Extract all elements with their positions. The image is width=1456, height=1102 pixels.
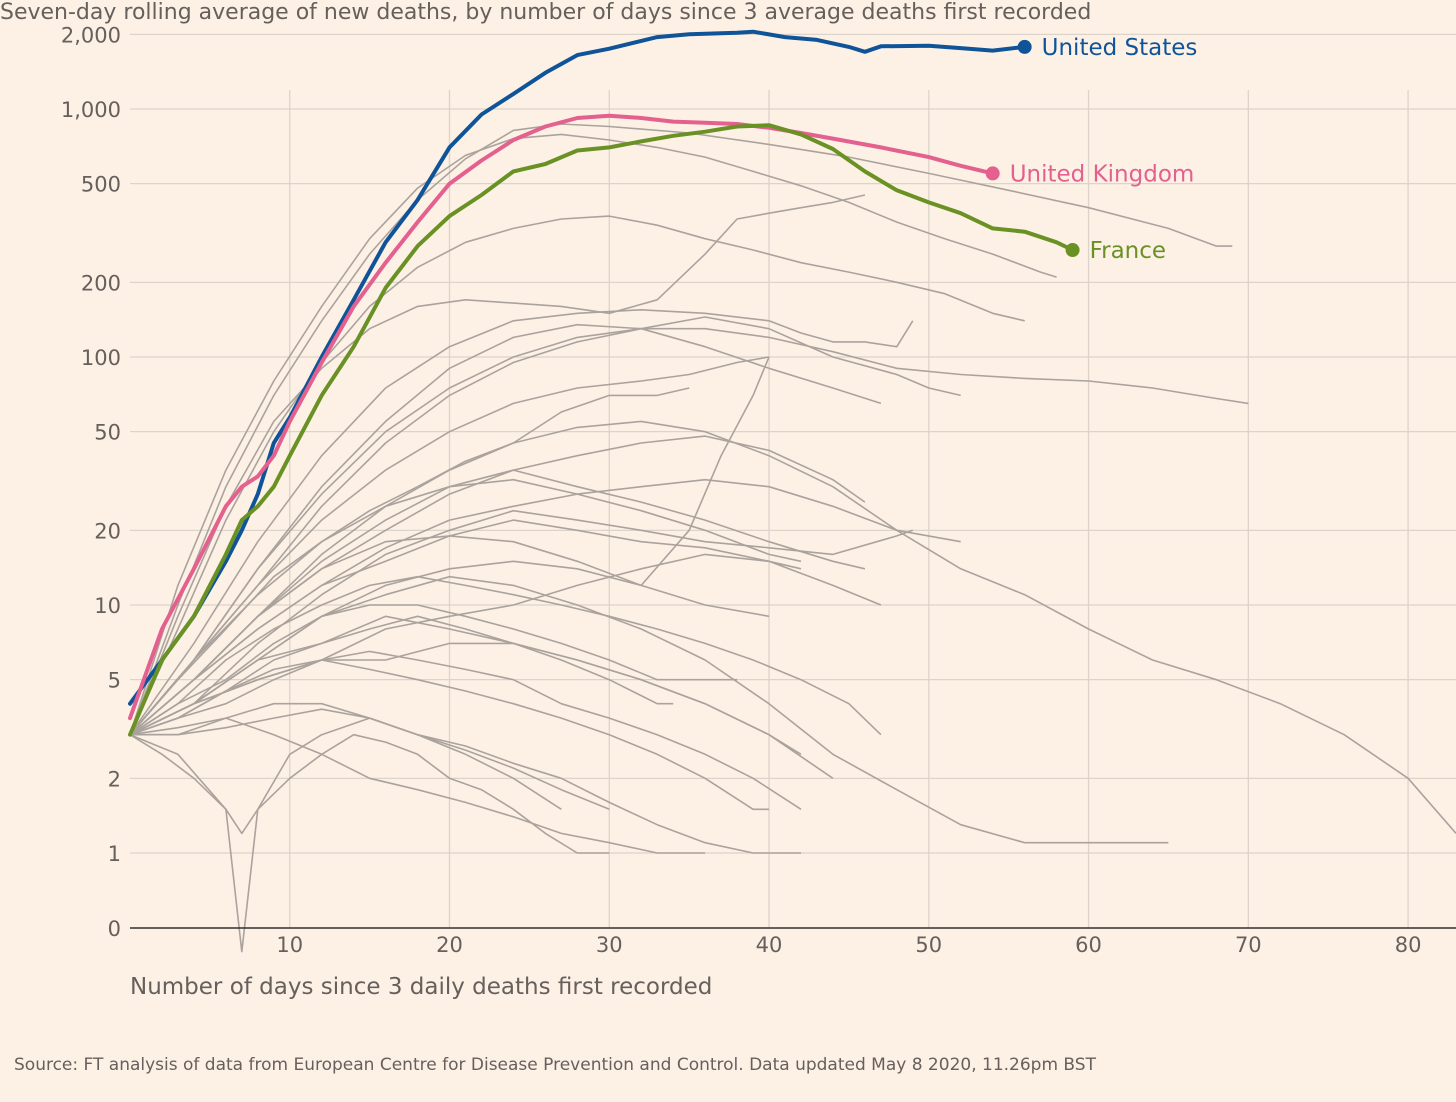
y-tick-label: 5	[108, 669, 121, 693]
x-tick-label: 30	[596, 933, 623, 957]
background-series-line	[129, 659, 769, 811]
line-chart: United States United Kingdom France Number…	[61, 23, 1456, 1000]
y-tick-label: 2,000	[61, 23, 121, 47]
y-tick-label: 500	[81, 173, 121, 197]
background-series-line	[129, 575, 882, 736]
series-end-marker-united-kingdom	[985, 166, 1000, 181]
background-series-line	[130, 708, 801, 854]
background-series-line	[129, 509, 914, 736]
background-series-line	[129, 215, 1025, 736]
y-tick-label: 20	[94, 519, 121, 543]
background-series-line	[129, 553, 882, 736]
y-tick-label: 200	[81, 271, 121, 295]
x-tick-label: 40	[756, 933, 783, 957]
background-series-line	[129, 435, 866, 736]
background-series-line	[129, 309, 914, 736]
background-series-line	[129, 575, 1169, 844]
series-end-marker-united-states	[1017, 39, 1032, 54]
series-label-united-kingdom: United Kingdom	[1010, 161, 1195, 187]
background-series-line	[129, 615, 802, 755]
background-series-line	[129, 327, 1249, 736]
y-tick-label: 2	[108, 767, 121, 791]
chart-subtitle: Seven-day rolling average of new deaths,…	[0, 0, 1092, 25]
series-label-france: France	[1090, 238, 1166, 264]
background-series-line	[129, 323, 882, 736]
x-axis-label: Number of days since 3 daily deaths firs…	[130, 974, 712, 1000]
x-tick-label: 60	[1075, 933, 1102, 957]
series-line-france	[128, 123, 1075, 737]
series-label-united-states: United States	[1042, 35, 1198, 61]
x-tick-label: 50	[915, 933, 942, 957]
x-tick-label: 70	[1235, 933, 1262, 957]
gridlines	[130, 33, 1456, 928]
background-series-line	[129, 420, 1456, 834]
series-line-united-kingdom	[128, 113, 995, 721]
background-series-line	[129, 615, 674, 736]
y-tick-label: 1,000	[61, 98, 121, 122]
background-series-line	[129, 387, 690, 736]
background-series-line	[129, 356, 770, 736]
background-series-line	[129, 733, 610, 854]
background-series-line	[130, 702, 610, 811]
background-series-group	[129, 123, 1456, 953]
x-tick-label: 80	[1395, 933, 1422, 957]
highlighted-series-group: United States United Kingdom France	[128, 29, 1198, 737]
background-series-line	[129, 356, 770, 736]
x-tick-label: 20	[436, 933, 463, 957]
background-series-line	[129, 604, 738, 736]
axes: Number of days since 3 daily deaths firs…	[61, 23, 1456, 1000]
background-series-line	[129, 123, 1233, 735]
y-tick-label: 100	[81, 346, 121, 370]
background-series-line	[129, 478, 802, 736]
background-series-line	[129, 194, 866, 736]
y-tick-label: 10	[94, 594, 121, 618]
source-note: Source: FT analysis of data from Europea…	[14, 1055, 1096, 1075]
background-series-line	[129, 316, 961, 736]
background-series-line	[129, 717, 562, 953]
series-end-marker-france	[1065, 243, 1080, 258]
background-series-line	[129, 650, 802, 810]
x-tick-label: 10	[276, 933, 303, 957]
background-series-line	[129, 642, 834, 779]
y-tick-label: 0	[108, 917, 121, 941]
series-line-united-states	[128, 29, 1027, 706]
y-tick-label: 1	[108, 842, 121, 866]
background-series-line	[129, 478, 961, 736]
y-tick-label: 50	[94, 421, 121, 445]
background-series-line	[129, 133, 1057, 735]
